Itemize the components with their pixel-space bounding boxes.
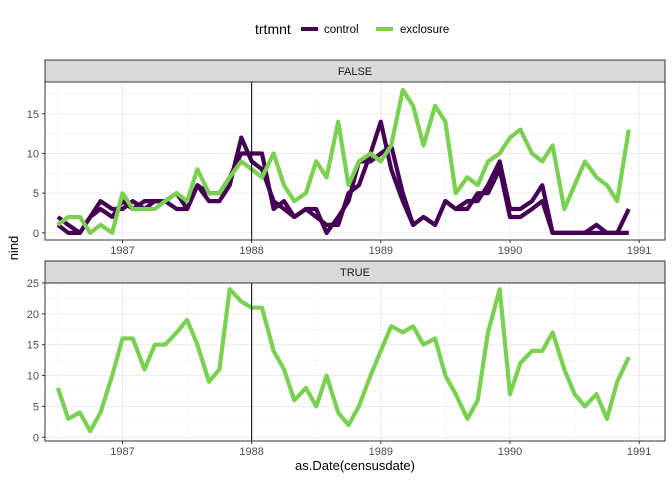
y-tick-label: 10 [27,148,39,160]
x-tick-label: 1987 [110,446,134,458]
x-tick-label: 1988 [239,446,263,458]
y-tick-label: 5 [33,188,39,200]
y-tick-label: 15 [27,340,39,352]
panels-layer: 0 5 10 15 1987 1988 1989 1990 1991 0 5 10 15 20 25 1987… [27,81,666,458]
facet-strip-label-true: TRUE [340,267,370,279]
x-tick-label: 1989 [369,446,393,458]
y-tick-label: 5 [33,401,39,413]
legend: trtmnt control exclosure [255,21,449,37]
y-tick-label: 25 [27,278,39,290]
y-tick-label: 0 [33,228,39,240]
facet-strip-label-false: FALSE [338,66,372,78]
x-tick-label: 1990 [498,446,522,458]
panel-background [45,82,665,240]
y-tick-label: 15 [27,109,39,121]
series-line-exclosure [55,287,631,434]
panel-border [44,282,666,442]
panel-false: 0 5 10 15 1987 1988 1989 1990 1991 [27,81,666,257]
x-tick-label: 1991 [627,245,651,257]
x-tick-label: 1989 [369,245,393,257]
y-tick-label: 0 [33,432,39,444]
panel-true: 0 5 10 15 20 25 1987 1988 1989 1990 1991 [27,278,666,458]
y-axis-title: nind [6,236,21,261]
x-tick-label: 1991 [627,446,651,458]
series-line-exclosure [56,87,631,235]
legend-title: trtmnt [255,21,291,37]
x-axis-title: as.Date(censusdate) [295,458,415,473]
series-line-control [56,119,629,235]
x-tick-label: 1988 [239,245,263,257]
x-tick-label: 1990 [498,245,522,257]
x-tick-label: 1987 [110,245,134,257]
y-tick-label: 20 [27,309,39,321]
legend-label-exclosure: exclosure [400,24,449,36]
legend-label-control: control [324,24,359,36]
y-tick-label: 10 [27,371,39,383]
panel-border [44,81,666,241]
